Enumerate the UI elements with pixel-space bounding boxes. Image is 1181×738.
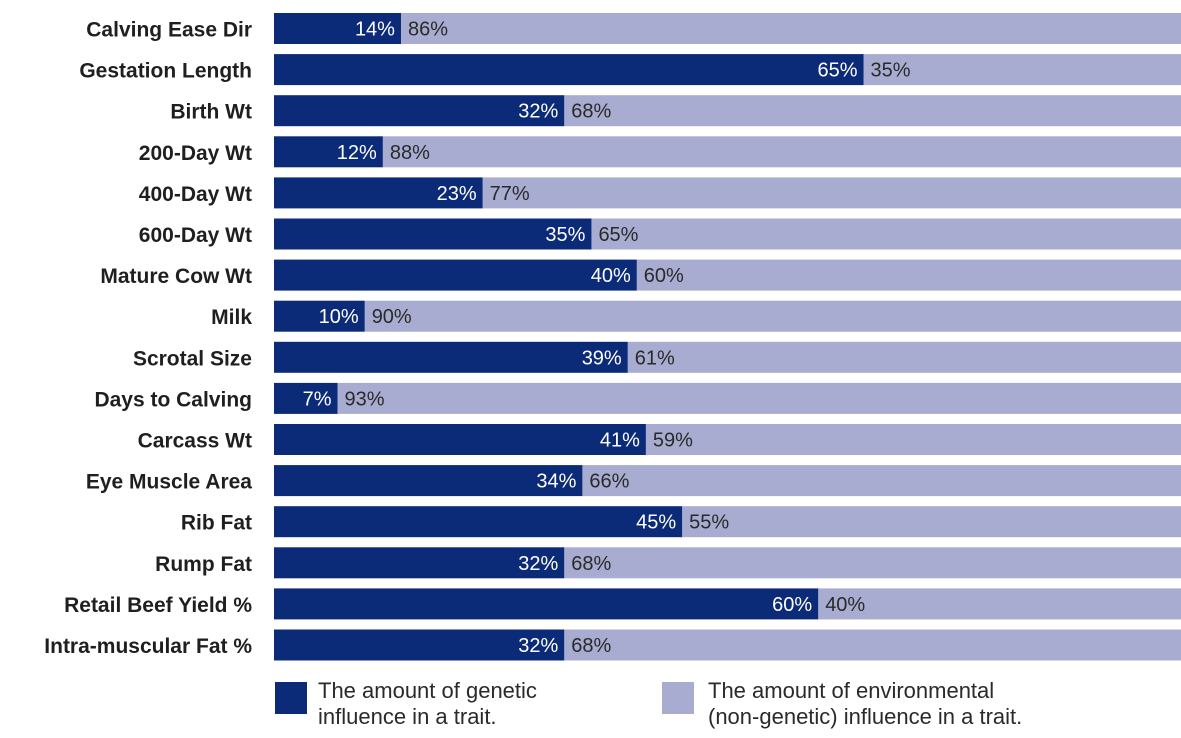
bar-environmental [364,300,1181,332]
category-label: Calving Ease Dir [86,19,252,42]
bar-genetic [274,259,637,291]
bar-genetic [274,13,401,44]
bar-environmental [582,465,1181,497]
environmental-value-label: 55% [689,512,729,534]
bar-environmental [863,54,1181,86]
environmental-value-label: 86% [408,19,448,41]
environmental-value-label: 88% [390,142,430,164]
genetic-value-label: 7% [303,388,332,410]
category-label: Eye Muscle Area [86,471,252,494]
genetic-value-label: 32% [518,635,558,657]
bar-genetic [274,54,864,86]
environmental-value-label: 65% [598,224,638,246]
bar-genetic [274,465,583,497]
environmental-value-label: 77% [490,183,530,205]
bar-genetic [274,424,646,455]
bar-environmental [645,424,1181,455]
environmental-value-label: 60% [644,265,684,287]
category-label: Gestation Length [79,60,252,83]
genetic-value-label: 32% [518,553,558,575]
bar-genetic [274,218,592,250]
bar-genetic [274,177,483,209]
bar-environmental [564,629,1181,661]
bar-genetic [274,341,628,373]
bar-environmental [682,506,1181,538]
bar-genetic [274,547,565,579]
bar-genetic [274,136,383,168]
category-label: 200-Day Wt [139,142,252,165]
bar-environmental [818,588,1181,620]
environmental-value-label: 68% [571,553,611,575]
genetic-value-label: 65% [818,60,858,82]
genetic-value-label: 41% [600,430,640,452]
environmental-value-label: 68% [571,635,611,657]
bar-environmental [400,13,1181,44]
category-label: Days to Calving [94,388,252,411]
genetic-value-label: 35% [545,224,585,246]
legend-label-environmental: The amount of environmental (non-genetic… [708,678,1023,729]
legend-swatch-environmental [662,682,694,714]
environmental-value-label: 66% [589,471,629,493]
environmental-value-label: 93% [344,388,384,410]
legend-swatch-genetic [275,682,307,714]
category-label: Rump Fat [155,553,252,576]
environmental-value-label: 61% [635,347,675,369]
bar-genetic [274,382,338,414]
genetic-value-label: 32% [518,101,558,123]
bar-environmental [591,218,1181,250]
category-label: Milk [211,306,252,329]
genetic-value-label: 23% [437,183,477,205]
category-label: Intra-muscular Fat % [44,635,252,658]
bar-environmental [627,341,1181,373]
environmental-value-label: 59% [653,430,693,452]
genetic-value-label: 40% [591,265,631,287]
environmental-value-label: 40% [825,594,865,616]
genetic-value-label: 34% [536,471,576,493]
bar-environmental [564,547,1181,579]
bar-genetic [274,588,819,620]
bar-genetic [274,629,565,661]
genetic-value-label: 10% [319,306,359,328]
environmental-value-label: 68% [571,101,611,123]
bar-environmental [564,95,1181,127]
category-label: Mature Cow Wt [100,265,252,288]
category-label: Carcass Wt [138,430,252,453]
bar-genetic [274,506,683,538]
genetic-value-label: 12% [337,142,377,164]
bar-genetic [274,95,565,127]
bar-genetic [274,300,365,332]
category-label: 600-Day Wt [139,224,252,247]
environmental-value-label: 35% [871,60,911,82]
category-label: Rib Fat [181,512,252,535]
category-label: 400-Day Wt [139,183,252,206]
environmental-value-label: 90% [372,306,412,328]
category-label: Scrotal Size [133,347,252,370]
category-label: Retail Beef Yield % [64,594,252,617]
bar-environmental [337,382,1181,414]
category-label: Birth Wt [170,101,252,124]
genetic-value-label: 60% [772,594,812,616]
bar-environmental [382,136,1181,168]
bar-environmental [636,259,1181,291]
legend-label-genetic: The amount of genetic influence in a tra… [318,678,537,729]
bar-environmental [482,177,1181,209]
genetic-value-label: 45% [636,512,676,534]
genetic-value-label: 39% [582,347,622,369]
genetic-value-label: 14% [355,19,395,41]
